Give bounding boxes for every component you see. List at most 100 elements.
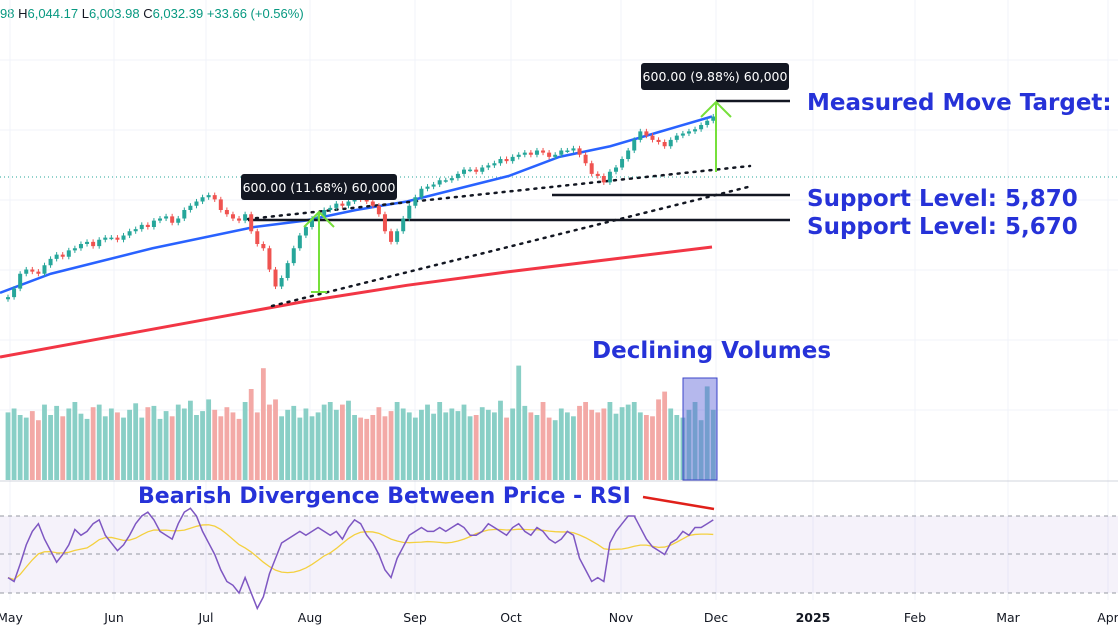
candle-body	[261, 244, 266, 249]
volume-bar	[84, 418, 90, 480]
volume-bar	[443, 412, 449, 480]
candle-body	[632, 139, 637, 151]
candle-body	[328, 207, 333, 210]
candle-body	[310, 218, 314, 227]
volume-bar	[321, 404, 327, 480]
volume-bar	[102, 416, 108, 480]
close-label: C	[143, 6, 153, 21]
measured-move-arrow-2[interactable]	[700, 100, 732, 172]
high-value: 6,044.17	[27, 6, 79, 21]
volume-bar	[388, 411, 394, 480]
low-label: L	[81, 6, 89, 21]
volume-bar	[42, 404, 47, 480]
volume-bar	[121, 417, 126, 480]
candle-body	[686, 131, 691, 134]
volume-bar	[218, 416, 224, 480]
volume-bar	[467, 416, 473, 480]
volume-bar	[230, 412, 236, 480]
volume-bar	[267, 404, 272, 480]
sma200-line	[0, 245, 713, 359]
candle-body	[291, 248, 296, 264]
volume-bar	[704, 386, 710, 480]
volume-bar	[236, 418, 242, 480]
volume-bar	[54, 405, 60, 480]
volume-bar	[139, 417, 145, 480]
candle-body	[285, 263, 290, 278]
candle-body	[109, 237, 114, 240]
volume-bar	[473, 415, 479, 480]
volume-bar	[479, 407, 485, 480]
volume-bar	[29, 411, 35, 480]
candle-body	[206, 195, 211, 198]
volume-bar	[528, 412, 534, 480]
x-axis[interactable]: May Jun Jul Aug Sep Oct Nov Dec 2025 Feb Mar Apr	[0, 610, 1118, 625]
volume-bar	[558, 408, 564, 480]
volume-bar	[224, 407, 230, 480]
svg-text:600.00 (11.68%) 60,000: 600.00 (11.68%) 60,000	[243, 180, 396, 195]
candle-body	[218, 199, 223, 210]
candle-body	[534, 150, 539, 155]
candle-body	[650, 135, 655, 140]
volume-bar	[254, 412, 260, 480]
volume-bar	[157, 418, 163, 480]
divergence-line[interactable]	[642, 495, 715, 511]
volume-bar	[595, 412, 601, 480]
volume-bar	[492, 412, 497, 480]
candle-body	[407, 205, 412, 219]
volume-bar	[619, 407, 625, 480]
bearish-divergence-text: Bearish Divergence Between Price - RSI	[138, 484, 631, 509]
candle-body	[504, 159, 509, 162]
candle-body	[303, 227, 308, 236]
volume-bar	[151, 405, 157, 480]
candle-body	[419, 188, 424, 198]
volume-bar	[145, 407, 151, 480]
volume-bar	[394, 402, 400, 480]
support-upper-text: Support Level: 5,870	[807, 186, 1078, 212]
volume-bar	[23, 417, 29, 480]
candle-body	[297, 235, 302, 249]
volume-bar	[485, 409, 491, 480]
rsi-ma-line	[7, 524, 714, 581]
candle-body	[48, 258, 53, 266]
candle-body	[97, 239, 102, 247]
rsi-band	[0, 516, 1118, 593]
x-axis-tick-label: Oct	[500, 610, 522, 625]
volume-bar	[315, 412, 321, 480]
candle-body	[188, 205, 193, 210]
volume-bar	[461, 404, 467, 480]
candle-body	[376, 205, 381, 215]
volume-bars	[5, 365, 716, 480]
range-label-1: 600.00 (11.68%) 60,000	[241, 174, 397, 200]
x-axis-tick-label: Sep	[403, 610, 427, 625]
candle-body	[437, 180, 442, 185]
volume-bar	[133, 403, 139, 480]
volume-bar	[656, 399, 661, 480]
x-axis-tick-label: Jun	[103, 610, 124, 625]
volume-bar	[115, 412, 120, 480]
candle-body	[395, 231, 400, 242]
wedge-lower-line[interactable]	[270, 184, 754, 308]
candle-body	[42, 265, 47, 274]
volume-bar	[692, 402, 698, 480]
measured-move-arrow-1[interactable]	[303, 210, 335, 293]
candle-body	[36, 271, 41, 274]
volume-bar	[552, 420, 558, 480]
candle-body	[480, 167, 485, 172]
volume-bar	[376, 407, 382, 480]
candle-body	[583, 154, 588, 164]
x-axis-tick-label: May	[0, 610, 24, 625]
candle-body	[486, 165, 491, 168]
volume-bar	[431, 413, 436, 480]
volume-highlight-box[interactable]	[682, 377, 718, 481]
volume-bar	[601, 408, 607, 480]
candle-body	[30, 269, 35, 272]
candle-body	[455, 173, 460, 179]
candle-body	[401, 218, 406, 232]
candle-body	[364, 199, 369, 202]
candle-body	[139, 224, 144, 230]
volume-bar	[212, 409, 218, 480]
candle-body	[705, 120, 710, 125]
candle-body	[121, 235, 126, 240]
volume-bar	[662, 391, 668, 480]
